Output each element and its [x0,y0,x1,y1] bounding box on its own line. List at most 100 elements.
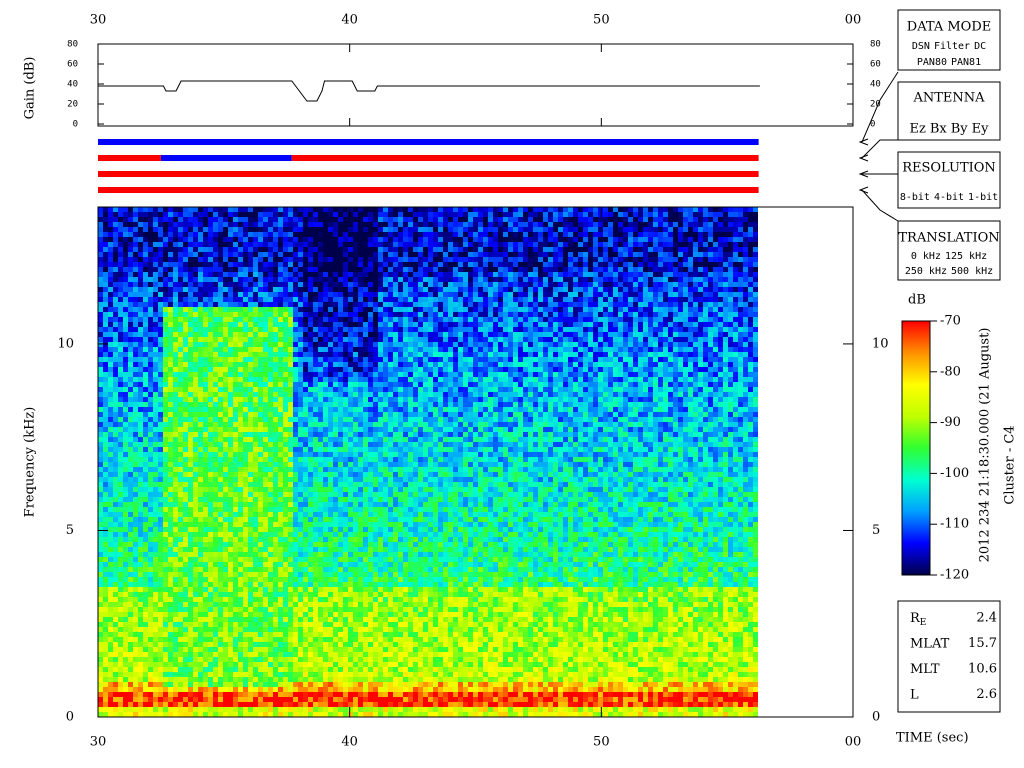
pixel [103,357,108,362]
pixel [628,257,633,262]
pixel [488,257,493,262]
pixel [293,392,298,397]
pixel [593,322,598,327]
pixel [753,342,758,347]
pixel [478,392,483,397]
pixel [633,362,638,367]
pixel [198,277,203,282]
pixel [288,377,293,382]
pixel [128,242,133,247]
pixel [223,362,228,367]
pixel [118,222,123,227]
pixel [348,392,353,397]
pixel [573,207,578,212]
pixel [103,237,108,242]
pixel [153,272,158,277]
pixel [378,292,383,297]
pixel [473,262,478,267]
pixel [503,332,508,337]
pixel [113,237,118,242]
pixel [178,262,183,267]
pixel [738,372,743,377]
pixel [208,332,213,337]
pixel [703,227,708,232]
pixel [318,257,323,262]
pixel [393,272,398,277]
pixel [593,382,598,387]
pixel [498,372,503,377]
pixel [358,247,363,252]
pixel [233,232,238,237]
pixel [663,282,668,287]
pixel [558,297,563,302]
pixel [258,322,263,327]
pixel [703,382,708,387]
pixel [478,247,483,252]
pixel [548,362,553,367]
pixel [293,232,298,237]
pixel [353,382,358,387]
pixel [648,277,653,282]
pixel [713,287,718,292]
pixel [323,392,328,397]
pixel [618,282,623,287]
pixel [678,372,683,377]
pixel [238,242,243,247]
pixel [223,337,228,342]
pixel [453,342,458,347]
pixel [198,327,203,332]
pixel [568,292,573,297]
pixel [538,212,543,217]
pixel [728,257,733,262]
pixel [113,312,118,317]
pixel [218,317,223,322]
pixel [733,347,738,352]
pixel [413,377,418,382]
pixel [723,302,728,307]
pixel [738,247,743,252]
pixel [413,387,418,392]
pixel [413,362,418,367]
pixel [503,367,508,372]
pixel [438,212,443,217]
pixel [428,342,433,347]
pixel [528,237,533,242]
pixel [448,352,453,357]
pixel [243,307,248,312]
pixel [388,227,393,232]
pixel [588,322,593,327]
pixel [568,212,573,217]
pixel [348,307,353,312]
pixel [698,262,703,267]
pixel [448,242,453,247]
pixel [463,237,468,242]
pixel [563,242,568,247]
pixel [613,227,618,232]
pixel [278,297,283,302]
pixel [358,302,363,307]
pixel [733,327,738,332]
pixel [428,252,433,257]
pixel [163,382,168,387]
pixel [533,387,538,392]
pixel [663,307,668,312]
pixel [418,312,423,317]
pixel [648,352,653,357]
pixel [328,392,333,397]
pixel [273,347,278,352]
pixel [123,272,128,277]
pixel [578,352,583,357]
pixel [573,362,578,367]
pixel [103,317,108,322]
pixel [723,352,728,357]
pixel [613,322,618,327]
pixel [533,227,538,232]
pixel [183,212,188,217]
pixel [328,302,333,307]
pixel [228,357,233,362]
pixel [378,287,383,292]
pixel [423,357,428,362]
pixel [568,237,573,242]
pixel [138,267,143,272]
pixel [408,267,413,272]
